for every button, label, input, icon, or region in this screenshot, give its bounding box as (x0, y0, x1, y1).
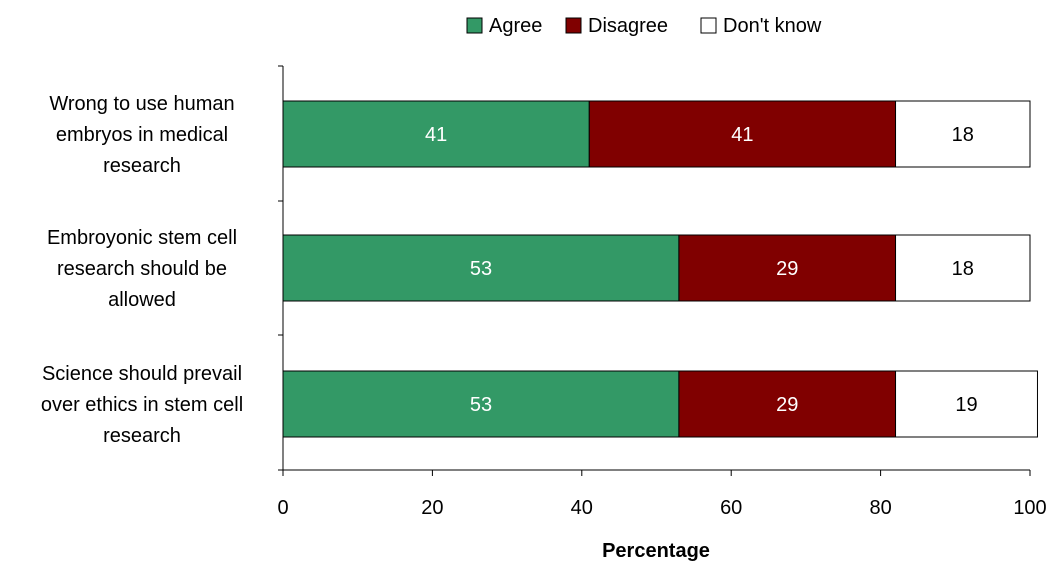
legend-label-disagree: Disagree (588, 15, 668, 37)
x-tick-label-40: 40 (571, 497, 593, 519)
category-label-1: Wrong to use human embryos in medical rese… (49, 93, 234, 177)
data-label-agree-2: 53 (470, 258, 492, 280)
data-label-don-t-know-2: 18 (952, 258, 974, 280)
category-label-line: Wrong to use human (49, 93, 234, 115)
legend-swatch-agree (466, 17, 483, 34)
x-tick-label-20: 20 (421, 497, 443, 519)
data-label-agree-1: 41 (425, 124, 447, 146)
data-label-disagree-3: 29 (776, 394, 798, 416)
category-label-line: research (103, 425, 181, 447)
category-label-line: embryos in medical (56, 124, 228, 146)
data-label-don-t-know-3: 19 (955, 394, 977, 416)
axes: 0 20 40 60 80 100 (277, 65, 1047, 519)
data-label-agree-3: 53 (470, 394, 492, 416)
category-labels: Wrong to use human embryos in medical rese… (41, 93, 243, 447)
bar-disagree-2 (678, 234, 897, 302)
x-tick-label-100: 100 (1013, 497, 1046, 519)
x-tick-label-80: 80 (869, 497, 891, 519)
data-label-disagree-1: 41 (731, 124, 753, 146)
bar-disagree-3 (678, 370, 897, 438)
x-tick-label-0: 0 (277, 497, 288, 519)
category-label-line: over ethics in stem cell (41, 394, 243, 416)
data-label-don-t-know-1: 18 (952, 124, 974, 146)
bar-agree-3 (282, 370, 680, 438)
bars: 41 41 18 53 29 18 53 29 19 (282, 100, 1038, 438)
legend-swatch-disagree (565, 17, 582, 34)
bar-agree-2 (282, 234, 680, 302)
x-tick-label-60: 60 (720, 497, 742, 519)
x-axis-title: Percentage (602, 540, 710, 562)
category-label-line: Embroyonic stem cell (47, 227, 237, 249)
category-label-line: research should be (57, 258, 227, 280)
category-label-line: Science should prevail (42, 363, 242, 385)
category-label-2: Embroyonic stem cell research should be al… (47, 227, 237, 311)
bar-don-t-know-3 (895, 370, 1038, 438)
bar-don-t-know-1 (895, 100, 1031, 168)
bar-agree-1 (282, 100, 590, 168)
category-label-line: allowed (108, 289, 176, 311)
legend: Agree Disagree Don't know (466, 15, 822, 37)
category-label-line: research (103, 155, 181, 177)
bar-don-t-know-2 (895, 234, 1031, 302)
legend-swatch-don-t-know (700, 17, 717, 34)
bar-disagree-1 (588, 100, 897, 168)
legend-label-don-t-know: Don't know (723, 15, 822, 37)
legend-label-agree: Agree (489, 15, 542, 37)
data-label-disagree-2: 29 (776, 258, 798, 280)
category-label-3: Science should prevail over ethics in ste… (41, 363, 243, 447)
